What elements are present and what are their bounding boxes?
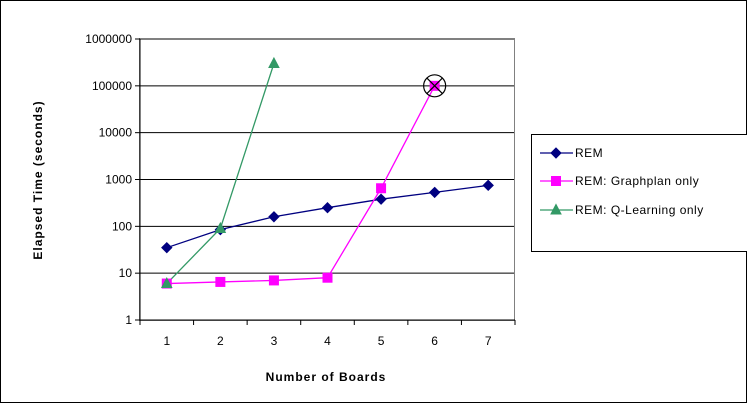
y-tick-label: 10000: [99, 126, 133, 140]
x-tick-label: 3: [271, 334, 278, 348]
legend-marker-2: [552, 177, 561, 186]
legend: REM REM: Graphplan only REM: Q-Learning on…: [532, 135, 747, 252]
y-tick-label: 1000: [105, 173, 132, 187]
y-tick-label: 100000: [92, 79, 132, 93]
series-2-point: [269, 276, 278, 285]
y-tick-label: 10: [119, 266, 133, 280]
x-tick-label: 5: [378, 334, 385, 348]
x-tick-label: 2: [217, 334, 224, 348]
series-2-point: [216, 277, 225, 286]
x-axis-title: Number of Boards: [266, 370, 387, 384]
y-tick-label: 1000000: [85, 32, 132, 46]
y-axis-title: Elapsed Time (seconds): [31, 100, 45, 259]
x-tick-label: 6: [431, 334, 438, 348]
x-tick-label: 7: [485, 334, 492, 348]
x-tick-label: 4: [324, 334, 331, 348]
series-2-point: [323, 273, 332, 282]
series-2-point: [377, 184, 386, 193]
x-tick-label: 1: [163, 334, 170, 348]
legend-label-1: REM: [575, 146, 603, 160]
y-tick-label: 1: [125, 313, 132, 327]
legend-label-3: REM: Q-Learning only: [575, 203, 704, 217]
legend-box: [532, 135, 747, 252]
legend-label-2: REM: Graphplan only: [575, 174, 699, 188]
y-tick-label: 100: [112, 219, 132, 233]
